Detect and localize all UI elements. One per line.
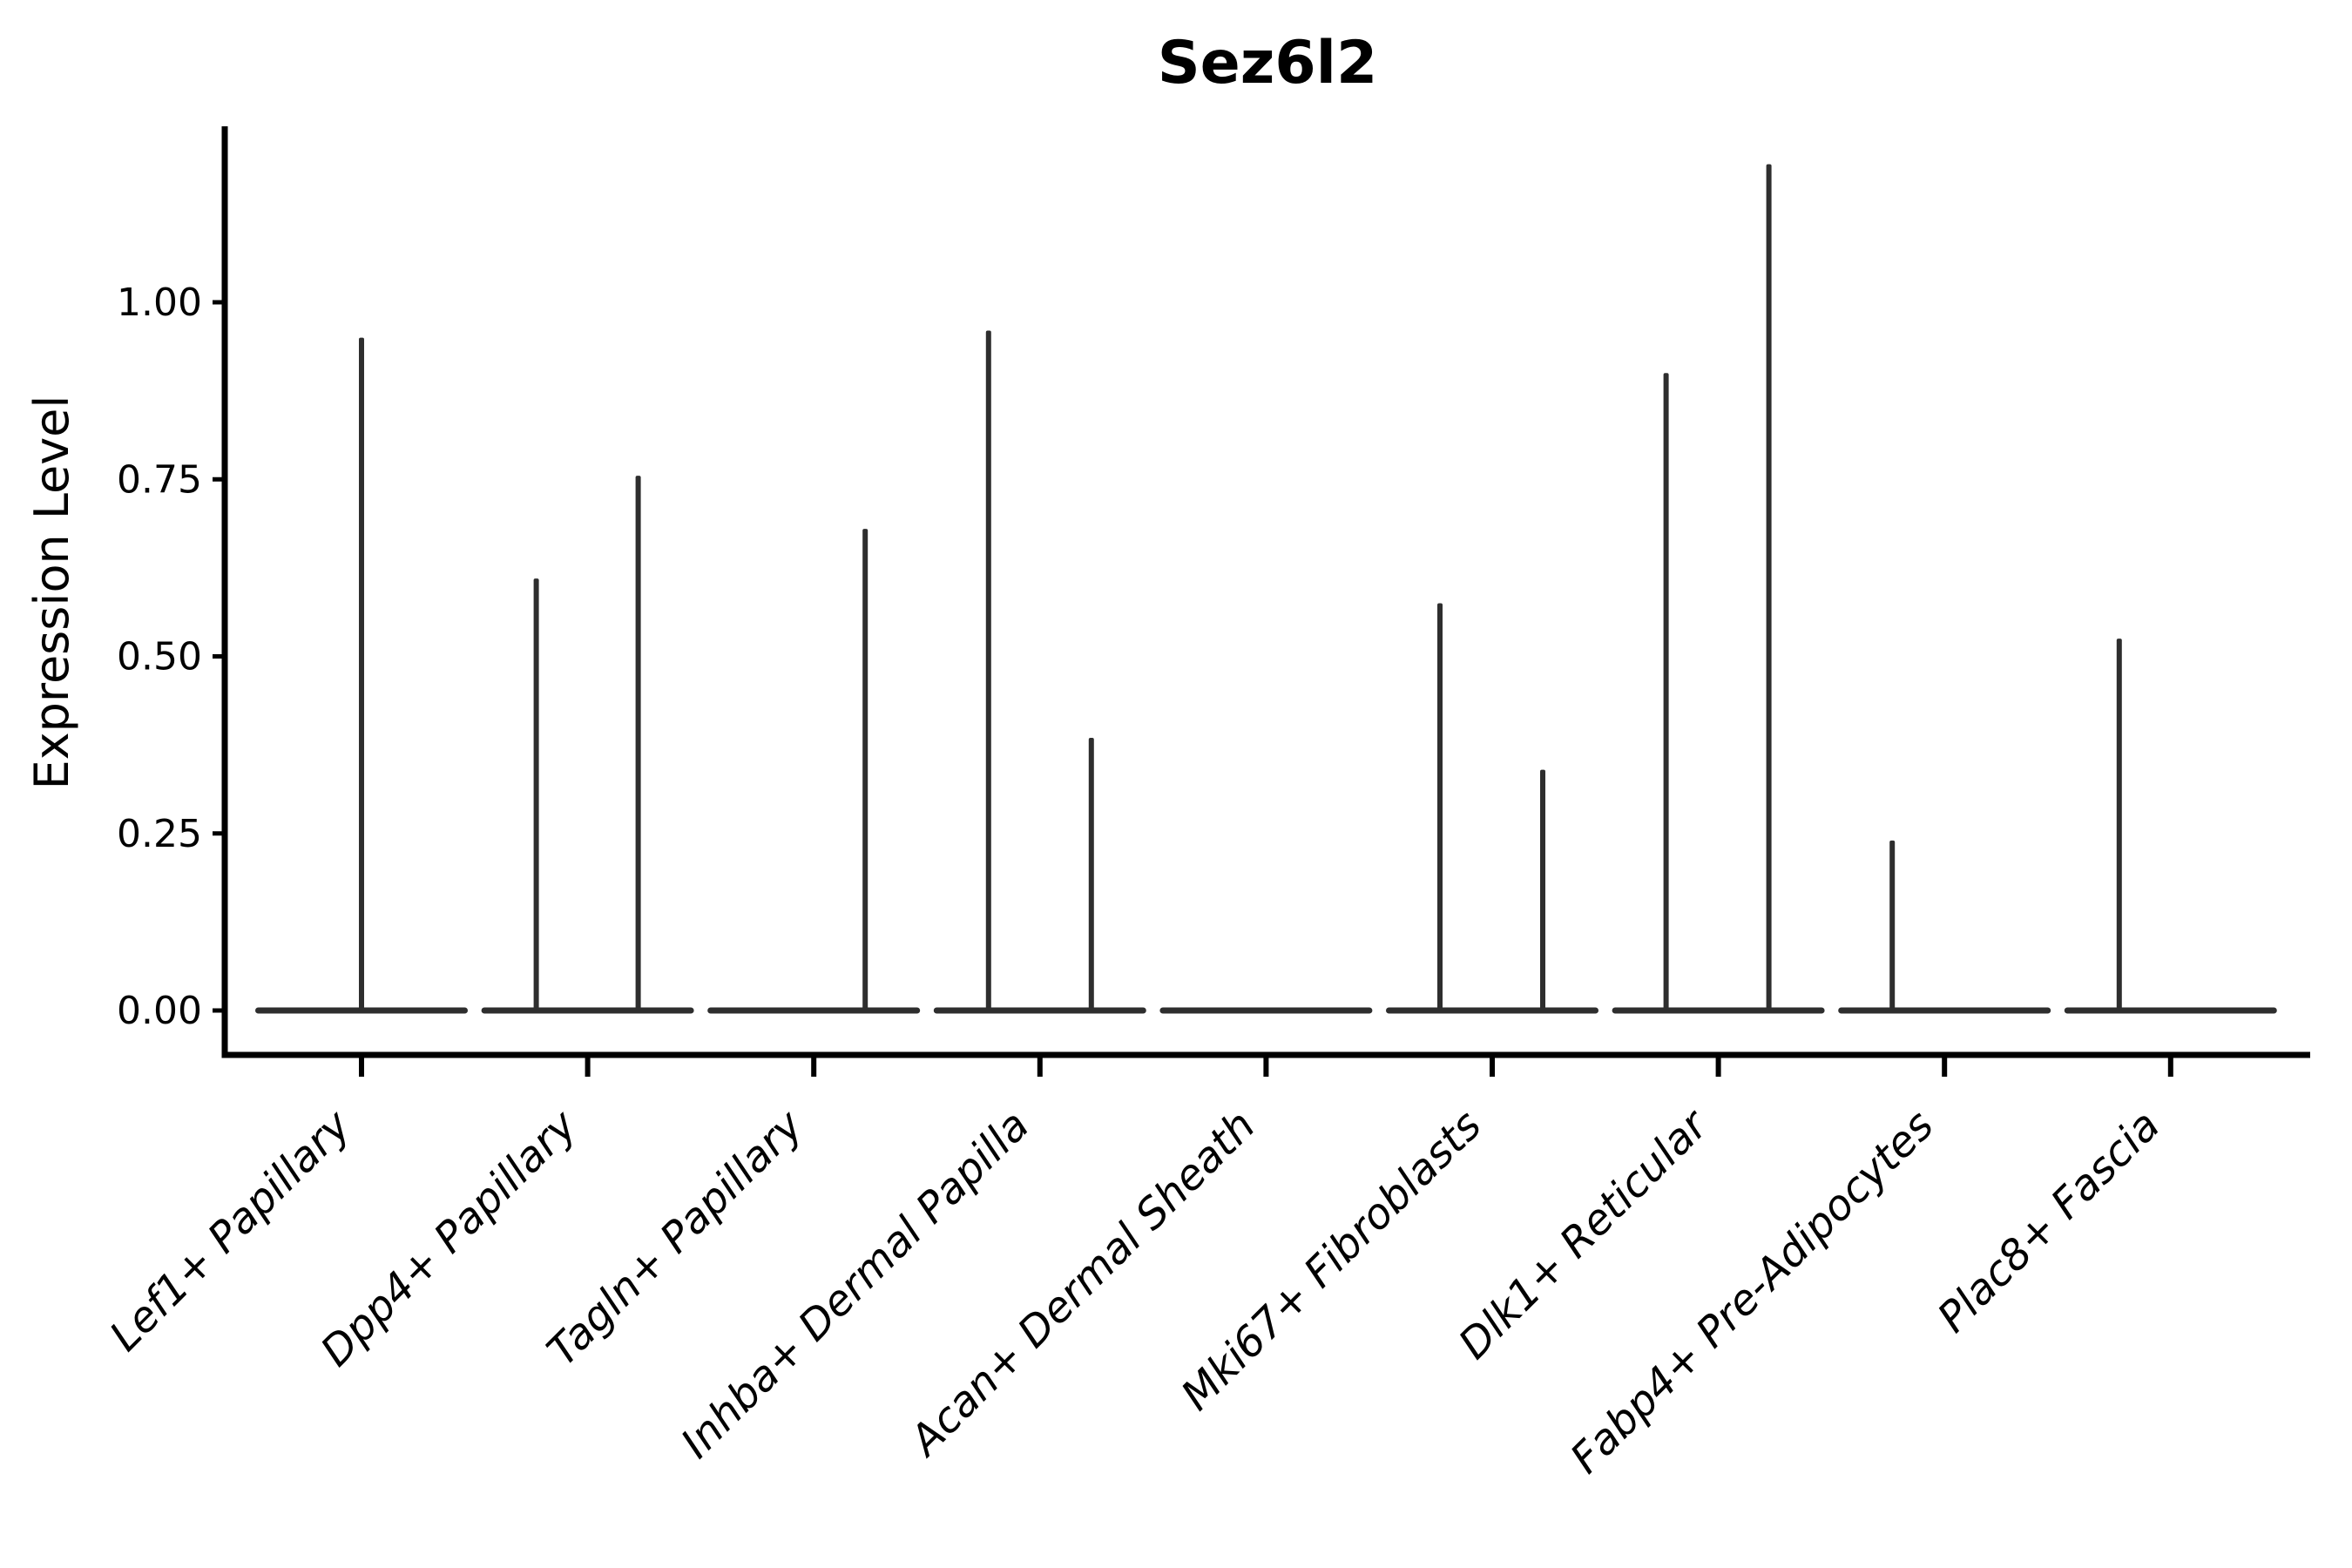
violin-6 [1386,603,1598,1014]
violin-baseline [1612,1007,1825,1014]
y-tick-label: 0.75 [117,457,202,502]
expression-spike [359,337,364,1014]
violin-1 [255,337,468,1014]
chart-title: Sez6l2 [1158,29,1378,98]
y-tick-label: 0.00 [117,989,202,1033]
violin-baseline [1838,1007,2051,1014]
y-tick-mark [213,654,225,659]
x-tick-mark [1263,1055,1269,1077]
expression-spike [862,529,868,1014]
y-tick-mark [213,831,225,836]
expression-spike [1889,840,1896,1014]
violin-baseline [933,1007,1146,1014]
x-tick-mark [1037,1055,1043,1077]
expression-spike [985,330,991,1014]
violin-baseline [707,1007,921,1014]
expression-spike [1540,769,1545,1014]
expression-spike [1088,737,1094,1014]
violin-baseline [1386,1007,1598,1014]
x-tick-mark [1490,1055,1495,1077]
expression-spike [635,476,641,1014]
violin-4 [933,330,1146,1014]
violin-2 [481,476,694,1014]
y-tick-label: 1.00 [117,280,202,325]
violin-baseline [481,1007,694,1014]
y-tick-mark [213,300,225,305]
violin-baseline [2064,1007,2277,1014]
violin-3 [707,529,921,1014]
y-axis-spine [221,126,228,1058]
x-tick-label: Lef1+ Papillary [100,1100,361,1361]
expression-spike [1766,164,1772,1014]
violin-9 [2064,639,2277,1014]
y-tick-label: 0.25 [117,812,202,856]
x-tick-mark [1942,1055,1948,1077]
violin-8 [1838,840,2051,1014]
x-tick-mark [2167,1055,2173,1077]
y-tick-marks [213,300,225,1013]
x-tick-mark [359,1055,364,1077]
expression-spike [1663,373,1669,1014]
expression-spike [1437,603,1443,1014]
expression-spike [2116,639,2122,1014]
y-tick-mark [213,476,225,482]
violin-baseline [1159,1007,1373,1014]
x-tick-label: Fabp4+ Pre-Adipocytes [1561,1101,1943,1484]
x-tick-mark [811,1055,817,1077]
y-tick-label: 0.50 [117,635,202,679]
violin-7 [1612,164,1825,1014]
violins-layer [255,164,2277,1014]
x-tick-label: Plac8+ Fascia [1929,1101,2170,1342]
x-tick-mark [1715,1055,1721,1077]
x-tick-marks [359,1055,2173,1077]
violin-5 [1159,1007,1373,1014]
y-tick-labels: 0.00 0.25 0.50 0.75 1.00 [117,280,202,1033]
y-tick-mark [213,1008,225,1013]
y-axis-label: Expression Level [24,395,79,790]
expression-spike [533,578,539,1014]
x-tick-label: Dlk1+ Reticular [1450,1099,1720,1369]
x-tick-mark [585,1055,591,1077]
